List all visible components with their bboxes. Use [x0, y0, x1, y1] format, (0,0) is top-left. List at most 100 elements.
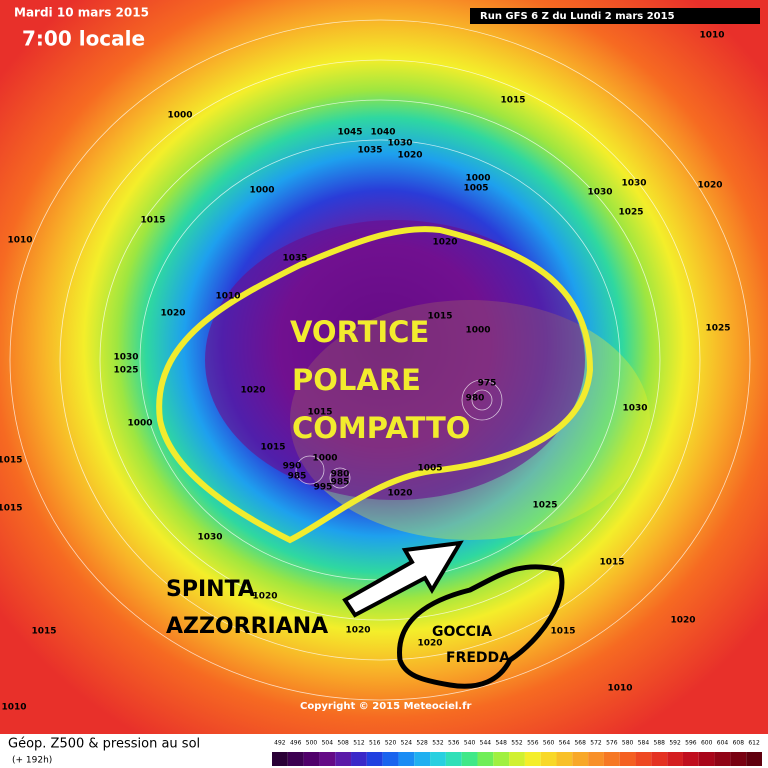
- scale-label: 516: [369, 740, 381, 747]
- date: Mardi 10 mars 2015: [14, 6, 149, 20]
- vortex-label: POLARE: [292, 363, 421, 397]
- legend-title: Géop. Z500 & pression au sol: [8, 737, 200, 752]
- scale-swatch: [524, 752, 541, 766]
- isobar-label: 1015: [31, 627, 56, 637]
- run-box: [470, 8, 760, 24]
- scale-swatch: [556, 752, 573, 766]
- time: 7:00 locale: [22, 27, 145, 51]
- isobar-label: 1020: [252, 592, 277, 602]
- drop-label: GOCCIA: [432, 624, 492, 640]
- isobar-label: 1030: [387, 139, 412, 149]
- scale-label: 524: [401, 740, 413, 747]
- isobar-label: 1030: [622, 404, 647, 414]
- scale-label: 588: [654, 740, 666, 747]
- isobar-label: 980: [331, 470, 350, 480]
- isobar-label: 985: [288, 472, 307, 482]
- isobar-label: 1020: [417, 639, 442, 649]
- scale-label: 508: [337, 740, 349, 747]
- scale-swatch: [493, 752, 510, 766]
- isobar-label: 1020: [397, 151, 422, 161]
- isobar-label: 1020: [240, 386, 265, 396]
- isobar-label: 1015: [307, 408, 332, 418]
- scale-swatch: [366, 752, 383, 766]
- vortex-label: COMPATTO: [292, 411, 470, 445]
- scale-swatch: [540, 752, 557, 766]
- scale-label: 596: [685, 740, 697, 747]
- scale-swatch: [382, 752, 399, 766]
- isobar-label: 1010: [215, 292, 240, 302]
- isobar-label: 1005: [463, 184, 488, 194]
- scale-swatch: [635, 752, 652, 766]
- scale-label: 592: [669, 740, 681, 747]
- isobar-label: 980: [466, 394, 485, 404]
- isobar-label: 1045: [337, 128, 362, 138]
- scale-label: 544: [480, 740, 492, 747]
- isobar-label: 1015: [0, 456, 23, 466]
- scale-swatch: [682, 752, 699, 766]
- isobars: [9, 19, 751, 701]
- scale-label: 612: [748, 740, 760, 747]
- isobar-label: 1025: [532, 501, 557, 511]
- push-label: AZZORRIANA: [166, 614, 328, 639]
- color-scale: 492 496 500 504 508 512 516 520 524 528 532 536 540 5…: [272, 740, 762, 766]
- scale-label: 512: [353, 740, 365, 747]
- isobar-label: 1015: [260, 443, 285, 453]
- scale-swatch: [430, 752, 446, 766]
- isobar-label: 1005: [417, 464, 442, 474]
- scale-swatch: [509, 752, 525, 766]
- isobar-label: 1020: [345, 626, 370, 636]
- scale-swatch: [603, 752, 620, 766]
- scale-swatch: [477, 752, 494, 766]
- scale-label: 540: [464, 740, 476, 747]
- copyright: Copyright © 2015 Meteociel.fr: [300, 701, 471, 712]
- isobar-label: 1025: [705, 324, 730, 334]
- isobar-label: 995: [314, 483, 333, 493]
- scale-label: 608: [733, 740, 745, 747]
- scale-label: 572: [590, 740, 602, 747]
- isobar-label: 1030: [587, 188, 612, 198]
- scale-swatch: [667, 752, 683, 766]
- scale-label: 536: [448, 740, 460, 747]
- scale-label: 600: [701, 740, 713, 747]
- scale-label: 548: [495, 740, 507, 747]
- push-label: SPINTA: [166, 577, 255, 602]
- scale-label: 532: [432, 740, 444, 747]
- isobar-label: 1015: [0, 504, 23, 514]
- isobar-label: 1020: [670, 616, 695, 626]
- scale-swatch: [746, 752, 762, 766]
- scale-swatch: [303, 752, 320, 766]
- scale-label: 576: [606, 740, 618, 747]
- isobar-label: 975: [478, 379, 497, 389]
- scale-label: 584: [638, 740, 650, 747]
- isobar-label: 1015: [550, 627, 575, 637]
- scale-swatch: [698, 752, 715, 766]
- scale-label: 496: [290, 740, 302, 747]
- scale-swatch: [619, 752, 636, 766]
- scale-swatch: [319, 752, 336, 766]
- scale-swatch: [730, 752, 747, 766]
- scale-swatch: [287, 752, 304, 766]
- cold-drop-outline: [397, 564, 565, 689]
- isobar-label: 1015: [500, 96, 525, 106]
- scale-swatch: [351, 752, 367, 766]
- run: Run GFS 6 Z du Lundi 2 mars 2015: [480, 11, 675, 22]
- isobar-label: 1000: [465, 174, 490, 184]
- isobar-label: 1010: [7, 236, 32, 246]
- vortex-core: [205, 220, 585, 500]
- isobar-label: 1035: [357, 146, 382, 156]
- isobar-label: 1025: [113, 366, 138, 376]
- isobar-label: 985: [331, 478, 350, 488]
- scale-label: 564: [559, 740, 571, 747]
- scale-swatch: [398, 752, 415, 766]
- isobar-label: 1040: [370, 128, 395, 138]
- isobar-label: 1030: [621, 179, 646, 189]
- scale-label: 528: [416, 740, 428, 747]
- scale-swatch: [335, 752, 352, 766]
- isobar-label: 1030: [197, 533, 222, 543]
- isobar-label: 1000: [249, 186, 274, 196]
- isobar-label: 1035: [282, 254, 307, 264]
- scale-label: 568: [574, 740, 586, 747]
